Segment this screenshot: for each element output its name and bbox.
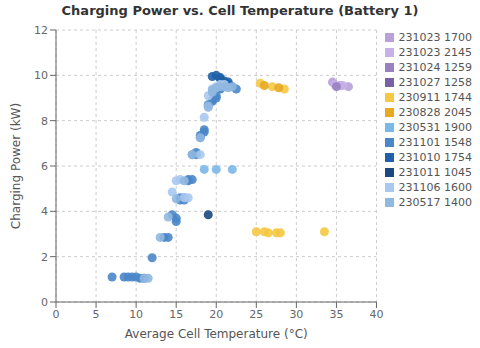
- svg-text:10: 10: [34, 69, 48, 82]
- html-text:230531 1900: 230531 1900: [398, 121, 472, 134]
- svg-text:20: 20: [209, 308, 223, 321]
- html-text:231023 2145: 231023 2145: [398, 46, 472, 59]
- html-text:230828 2045: 230828 2045: [398, 106, 472, 119]
- html-text:231024 1259: 231024 1259: [398, 61, 472, 74]
- svg-text:6: 6: [41, 160, 48, 173]
- svg-text:10: 10: [129, 308, 143, 321]
- html-text:231027 1258: 231027 1258: [398, 76, 472, 89]
- html-text:230517 1400: 230517 1400: [398, 196, 472, 209]
- html-text:Charging Power vs. Cell Temper: Charging Power vs. Cell Temperature (Bat…: [61, 3, 419, 18]
- html-text:231010 1754: 231010 1754: [398, 151, 472, 164]
- svg-text:0: 0: [53, 308, 60, 321]
- svg-text:5: 5: [93, 308, 100, 321]
- html-text:230911 1744: 230911 1744: [398, 91, 472, 104]
- html-text:231106 1600: 231106 1600: [398, 181, 472, 194]
- svg-text:0: 0: [41, 296, 48, 309]
- svg-text:2: 2: [41, 251, 48, 264]
- svg-text:12: 12: [34, 24, 48, 37]
- html-text:231011 1045: 231011 1045: [398, 166, 472, 179]
- svg-text:40: 40: [370, 308, 384, 321]
- html-text:231023 1700: 231023 1700: [398, 31, 472, 44]
- svg-text:30: 30: [289, 308, 303, 321]
- svg-text:Average Cell Temperature (°C): Average Cell Temperature (°C): [125, 327, 308, 341]
- svg-text:25: 25: [249, 308, 263, 321]
- svg-text:Charging Power (kW): Charging Power (kW): [9, 103, 23, 229]
- svg-text:4: 4: [41, 205, 48, 218]
- svg-text:35: 35: [329, 308, 343, 321]
- svg-text:15: 15: [169, 308, 183, 321]
- html-text:231101 1548: 231101 1548: [398, 136, 472, 149]
- svg-text:8: 8: [41, 115, 48, 128]
